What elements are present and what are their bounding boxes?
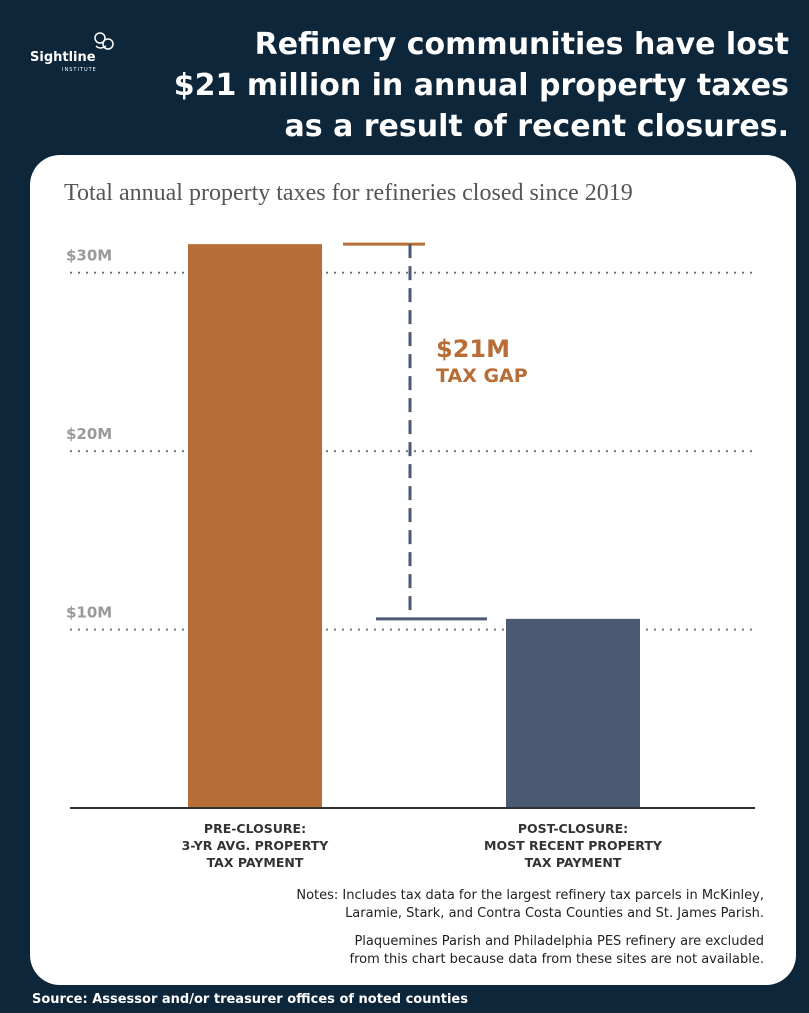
y-tick-label: $30M xyxy=(66,247,112,265)
note: Notes: Includes tax data for the largest… xyxy=(296,888,764,921)
bar xyxy=(188,244,322,808)
x-tick-label: POST-CLOSURE: MOST RECENT PROPERTY TAX P… xyxy=(484,821,662,870)
source: Source: Assessor and/or treasurer office… xyxy=(32,992,468,1007)
logo: Sightline xyxy=(30,50,96,65)
annotation: $21M xyxy=(436,335,510,363)
logo-icon xyxy=(94,32,114,50)
subtitle: Total annual property taxes for refineri… xyxy=(64,180,633,206)
y-tick-label: $10M xyxy=(66,604,112,622)
logo-sub: INSTITUTE xyxy=(62,67,97,73)
note: Plaquemines Parish and Philadelphia PES … xyxy=(349,934,764,967)
x-tick-label: PRE-CLOSURE: 3-YR AVG. PROPERTY TAX PAYM… xyxy=(181,821,329,870)
title: Refinery communities have lost $21 milli… xyxy=(173,27,789,144)
y-tick-label: $20M xyxy=(66,425,112,443)
bar xyxy=(506,618,640,808)
annotation: TAX GAP xyxy=(436,365,528,387)
